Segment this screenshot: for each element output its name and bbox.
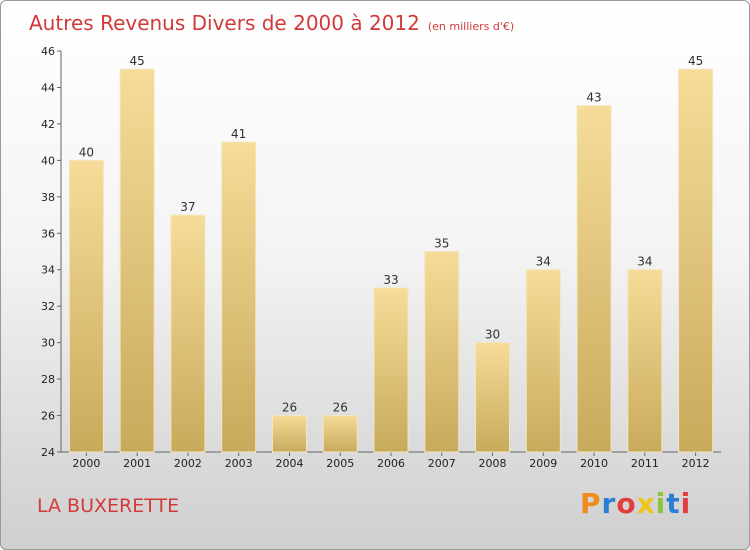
data-label-2000: 40 — [79, 145, 94, 159]
x-tick-label-2007: 2007 — [428, 457, 456, 470]
data-label-2002: 37 — [180, 200, 195, 214]
y-tick-label: 24 — [41, 446, 55, 459]
bar-2012 — [678, 68, 714, 453]
bar-2010 — [576, 105, 612, 453]
bar-2002 — [170, 214, 206, 453]
y-tick-label: 42 — [41, 118, 55, 131]
x-tick-label-2002: 2002 — [174, 457, 202, 470]
data-label-2007: 35 — [434, 237, 449, 251]
x-tick-label-2011: 2011 — [631, 457, 659, 470]
data-label-2003: 41 — [231, 127, 246, 141]
bar-2004 — [271, 415, 307, 453]
bar-2007 — [424, 251, 460, 453]
logo-letter: i — [680, 487, 692, 520]
logo-letter: x — [636, 487, 656, 520]
y-tick-label: 30 — [41, 337, 55, 350]
location-name: LA BUXERETTE — [37, 495, 180, 517]
bar-2001 — [119, 68, 155, 453]
x-tick-label-2004: 2004 — [275, 457, 303, 470]
y-tick-label: 40 — [41, 154, 55, 167]
x-tick-label-2010: 2010 — [580, 457, 608, 470]
y-tick-label: 46 — [41, 45, 55, 58]
y-tick-label: 32 — [41, 300, 55, 313]
y-tick-label: 26 — [41, 410, 55, 423]
data-label-2010: 43 — [586, 91, 601, 105]
proxiti-logo[interactable]: Proxiti — [580, 487, 691, 520]
x-tick-label-2006: 2006 — [377, 457, 405, 470]
bars — [68, 68, 714, 453]
bar-2009 — [525, 269, 561, 453]
data-label-2011: 34 — [637, 255, 652, 269]
logo-letter: o — [616, 487, 637, 520]
bar-2006 — [373, 287, 409, 453]
bar-2003 — [221, 141, 257, 453]
logo-letter: t — [666, 487, 681, 520]
y-tick-label: 34 — [41, 264, 55, 277]
data-label-2008: 30 — [485, 328, 500, 342]
logo-letter: i — [655, 487, 667, 520]
y-tick-label: 44 — [41, 81, 55, 94]
x-tick-label-2008: 2008 — [479, 457, 507, 470]
bar-2008 — [475, 342, 511, 453]
logo-letter: P — [580, 487, 602, 520]
x-tick-label-2000: 2000 — [72, 457, 100, 470]
data-label-2009: 34 — [536, 255, 551, 269]
y-tick-label: 36 — [41, 227, 55, 240]
data-labels: 40 45 37 41 26 26 33 35 30 34 43 34 45 — [79, 54, 704, 414]
chart-subtitle: (en milliers d'€) — [428, 20, 514, 33]
x-tick-label-2001: 2001 — [123, 457, 151, 470]
data-label-2001: 45 — [130, 54, 145, 68]
data-label-2005: 26 — [333, 401, 348, 415]
x-tick-label-2003: 2003 — [225, 457, 253, 470]
y-tick-label: 38 — [41, 191, 55, 204]
data-label-2012: 45 — [688, 54, 703, 68]
axes: 24 26 28 30 32 34 36 38 40 42 44 46 2000 2001 2002 2003… — [41, 45, 721, 470]
bar-2005 — [322, 415, 358, 453]
data-label-2004: 26 — [282, 401, 297, 415]
bar-2000 — [68, 159, 104, 453]
y-tick-label: 28 — [41, 373, 55, 386]
bar-2011 — [627, 269, 663, 453]
logo-letter: r — [601, 487, 617, 520]
x-tick-label-2012: 2012 — [682, 457, 710, 470]
x-tick-label-2005: 2005 — [326, 457, 354, 470]
x-tick-label-2009: 2009 — [529, 457, 557, 470]
chart-title: Autres Revenus Divers de 2000 à 2012 (en … — [29, 11, 514, 35]
data-label-2006: 33 — [383, 273, 398, 287]
